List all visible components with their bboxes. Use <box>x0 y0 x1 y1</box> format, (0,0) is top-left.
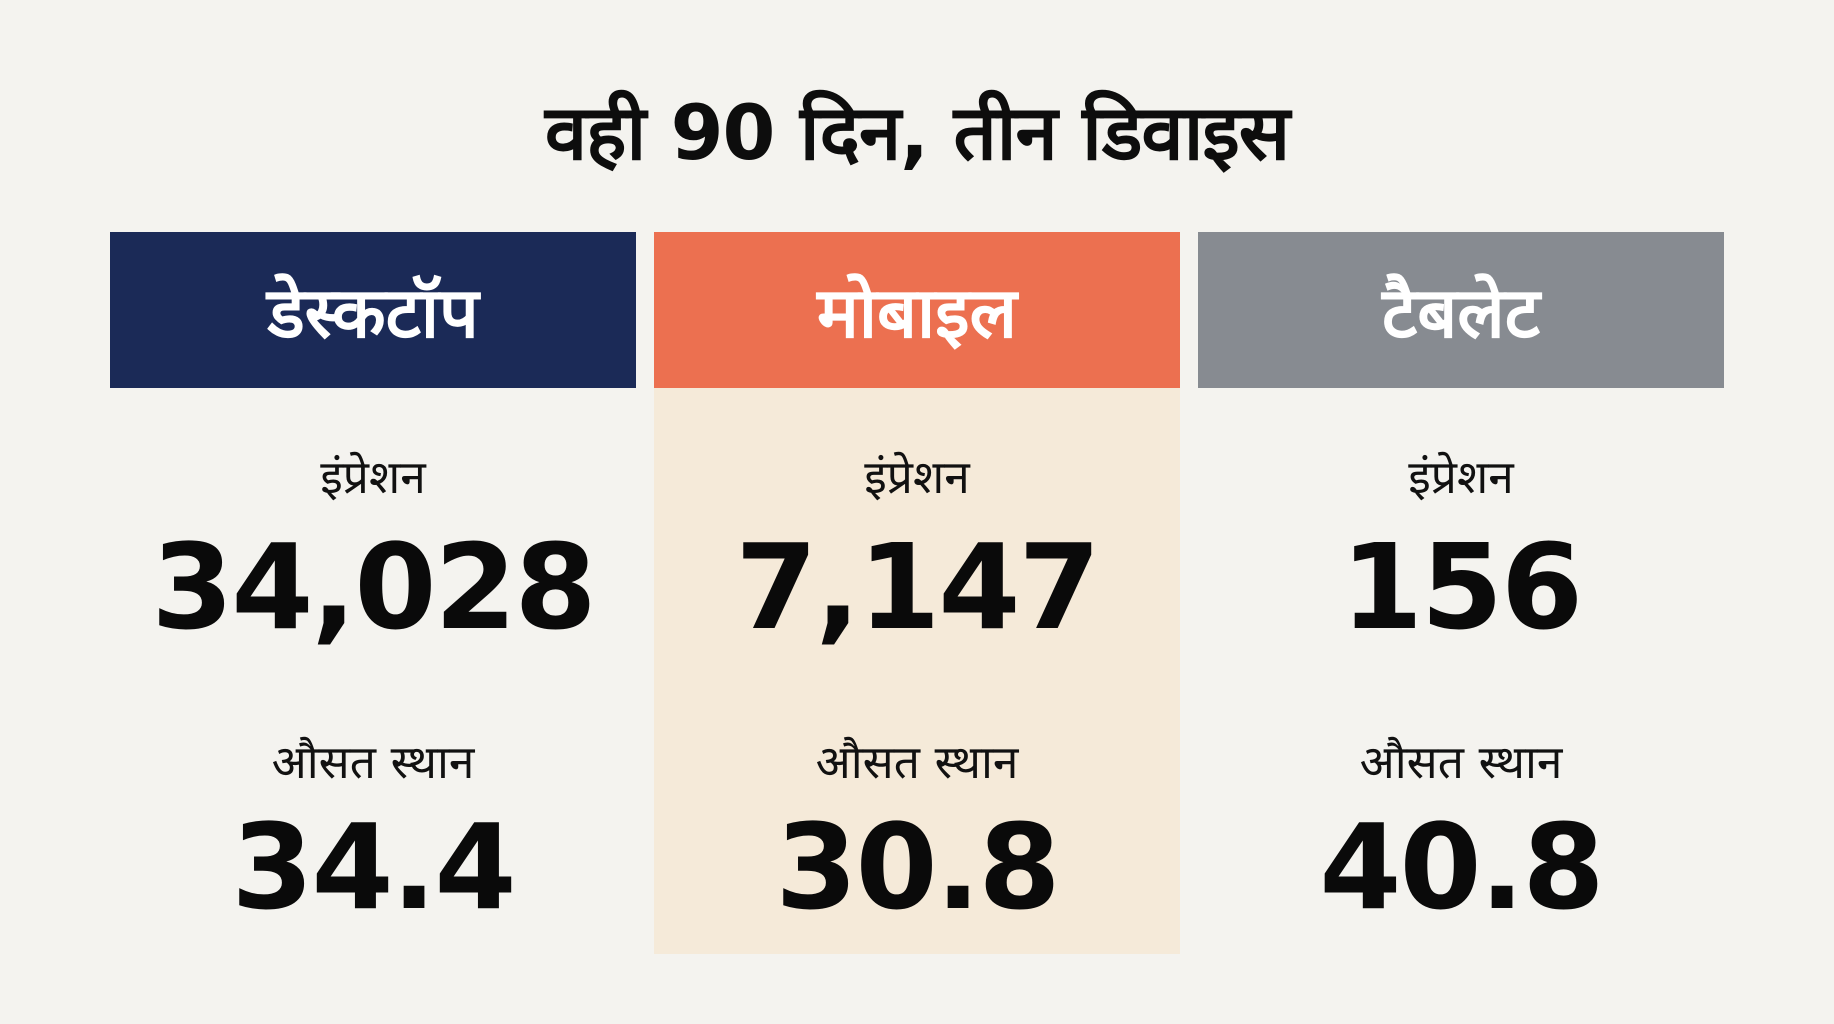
device-card-desktop: डेस्कटॉप इंप्रेशन 34,028 औसत स्थान 34.4 <box>110 232 636 954</box>
impressions-label: इंप्रेशन <box>1408 450 1514 504</box>
device-card-tablet: टैबलेट इंप्रेशन 156 औसत स्थान 40.8 <box>1198 232 1724 954</box>
average-position-value: 40.8 <box>1319 798 1604 936</box>
device-header-desktop: डेस्कटॉप <box>110 232 636 388</box>
average-position-label: औसत स्थान <box>271 735 475 789</box>
impressions-value: 7,147 <box>735 518 1100 656</box>
device-header-tablet: टैबलेट <box>1198 232 1724 388</box>
impressions-label: इंप्रेशन <box>320 450 426 504</box>
impressions-label: इंप्रेशन <box>864 450 970 504</box>
page-title: वही 90 दिन, तीन डिवाइस <box>544 88 1290 177</box>
average-position-value: 34.4 <box>231 798 516 936</box>
impressions-value: 156 <box>1340 518 1583 656</box>
average-position-value: 30.8 <box>775 798 1060 936</box>
device-card-mobile: मोबाइल इंप्रेशन 7,147 औसत स्थान 30.8 <box>654 232 1180 954</box>
average-position-label: औसत स्थान <box>1359 735 1563 789</box>
average-position-label: औसत स्थान <box>815 735 1019 789</box>
impressions-value: 34,028 <box>151 518 596 656</box>
device-header-mobile: मोबाइल <box>654 232 1180 388</box>
